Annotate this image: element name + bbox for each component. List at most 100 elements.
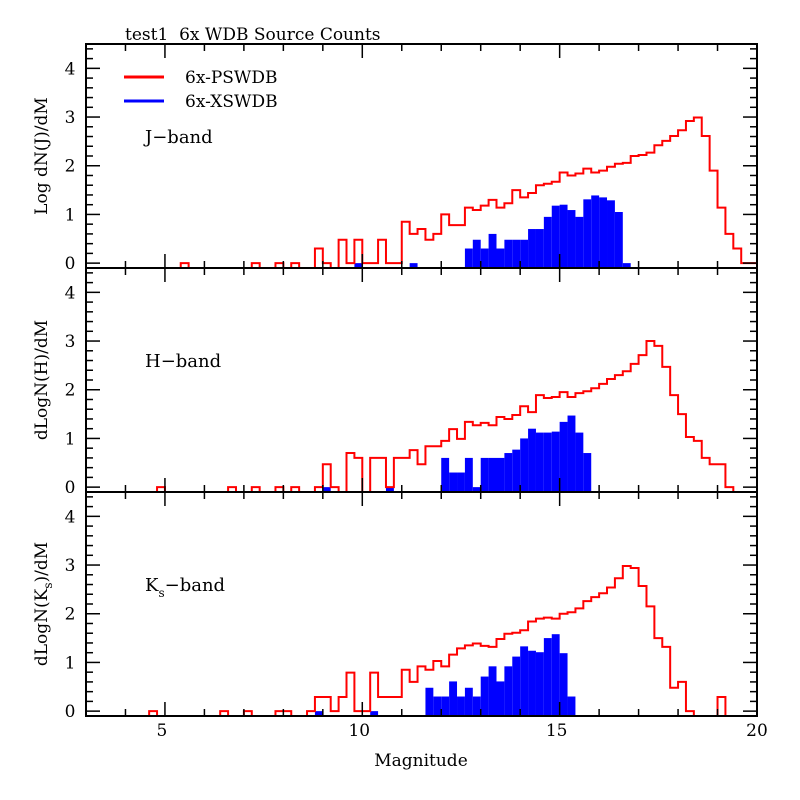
y-axis-title-text: Log dN(J <box>32 138 52 215</box>
y-tick-label: 4 <box>65 283 76 303</box>
xswdb-bar <box>551 634 560 716</box>
xswdb-bar <box>607 200 615 268</box>
pswdb-step-histogram <box>313 463 340 492</box>
band-label-text: −band <box>161 351 221 372</box>
xswdb-bar <box>504 453 513 492</box>
band-label-text: H <box>145 351 161 372</box>
chart-title: test1 6x WDB Source Counts <box>125 25 381 45</box>
band-label-text: −band <box>152 127 212 148</box>
xswdb-bar <box>385 487 394 492</box>
xswdb-bar <box>512 656 521 716</box>
xswdb-bar <box>504 666 513 716</box>
panel-frame <box>85 267 758 493</box>
xswdb-bar <box>496 248 505 268</box>
xswdb-bar <box>543 638 552 716</box>
pswdb-step-histogram <box>369 340 735 492</box>
y-tick-label: 1 <box>65 205 76 225</box>
xswdb-bar <box>449 681 458 716</box>
xswdb-bar <box>535 432 544 492</box>
y-tick-label: 4 <box>65 59 76 79</box>
xswdb-bar <box>535 652 544 716</box>
y-tick-label: 0 <box>65 478 76 498</box>
pswdb-step-histogram <box>306 565 695 716</box>
y-axis-title-text: dLogN(H <box>32 361 52 441</box>
xswdb-bar <box>457 472 465 492</box>
xswdb-bar <box>535 229 544 268</box>
xswdb-bar <box>409 263 418 268</box>
xswdb-bar <box>567 696 576 716</box>
x-tick-label: 10 <box>348 721 370 741</box>
xswdb-bar <box>464 687 473 716</box>
xswdb-bar <box>488 233 497 268</box>
pswdb-step-histogram <box>148 710 159 716</box>
pswdb-step-histogram <box>313 247 332 268</box>
xswdb-bar <box>480 676 489 716</box>
xswdb-bar <box>551 431 560 492</box>
xswdb-bar <box>449 472 458 492</box>
y-axis-title: dLogN(Ks)/dM <box>32 542 55 666</box>
xswdb-bar <box>543 432 552 492</box>
xswdb-bar <box>472 696 481 716</box>
band-label-subscript: s <box>158 586 164 600</box>
band-label: H−band <box>145 351 221 372</box>
xswdb-bar <box>488 666 497 716</box>
y-axis-title-text: )/dM <box>32 320 52 361</box>
pswdb-step-histogram <box>716 696 727 716</box>
y-tick-label: 0 <box>65 254 76 274</box>
y-axis-title-subscript: s <box>41 582 55 588</box>
x-tick-label: 15 <box>546 721 568 741</box>
legend-label-xswdb: 6x-XSWDB <box>185 92 278 112</box>
y-tick-label: 3 <box>65 108 76 128</box>
y-tick-label: 1 <box>65 429 76 449</box>
pswdb-step-histogram <box>337 116 758 268</box>
y-tick-label: 2 <box>65 605 76 625</box>
pswdb-step-histogram <box>179 262 190 268</box>
legend: 6x-PSWDB 6x-XSWDB <box>124 68 278 112</box>
y-tick-label: 2 <box>65 157 76 177</box>
xswdb-bar <box>457 696 465 716</box>
y-axis-title-text: )/dM <box>32 97 52 138</box>
pswdb-step-histogram <box>290 262 301 268</box>
xswdb-bar <box>472 487 481 492</box>
y-axis-title: Log dN(J)/dM <box>32 97 52 215</box>
panel-1: 0 1 2 3 4 dLogN(H)/dM H−band <box>32 267 758 498</box>
pswdb-step-histogram <box>250 486 261 492</box>
legend-label-pswdb: 6x-PSWDB <box>185 68 278 88</box>
xswdb-bar <box>575 216 584 268</box>
xswdb-bar <box>504 239 513 268</box>
xswdb-bar <box>528 650 536 716</box>
xswdb-bar <box>559 653 568 716</box>
xswdb-bar <box>614 212 623 268</box>
xswdb-bar <box>520 239 529 268</box>
xswdb-bar <box>559 204 568 268</box>
xswdb-bar <box>464 248 473 268</box>
xswdb-bar <box>472 239 481 268</box>
xswdb-bar <box>559 421 568 492</box>
xswdb-bar <box>567 415 576 492</box>
xswdb-bar <box>433 696 442 716</box>
x-tick-label: 5 <box>157 721 168 741</box>
panel-0: 0 1 2 3 4 Log dN(J)/dM J−band <box>32 43 758 274</box>
xswdb-bar <box>441 457 450 492</box>
band-label-text: J <box>143 127 152 148</box>
xswdb-bar <box>322 487 331 492</box>
xswdb-bar <box>551 205 560 268</box>
xswdb-bar <box>425 687 434 716</box>
xswdb-bar <box>520 438 529 492</box>
xswdb-bar <box>370 711 379 716</box>
xswdb-bar <box>567 210 576 268</box>
xswdb-bar <box>543 216 552 268</box>
band-label-text: −band <box>165 575 225 596</box>
panel-frame <box>85 491 758 717</box>
xswdb-bar <box>528 229 536 268</box>
xswdb-bar <box>441 696 450 716</box>
xswdb-bar <box>583 453 592 492</box>
xswdb-bar <box>599 197 608 268</box>
xswdb-bar <box>496 457 505 492</box>
xswdb-bar <box>480 457 489 492</box>
y-axis-title: dLogN(H)/dM <box>32 320 52 440</box>
pswdb-step-histogram <box>227 486 237 492</box>
pswdb-step-histogram <box>290 486 301 492</box>
